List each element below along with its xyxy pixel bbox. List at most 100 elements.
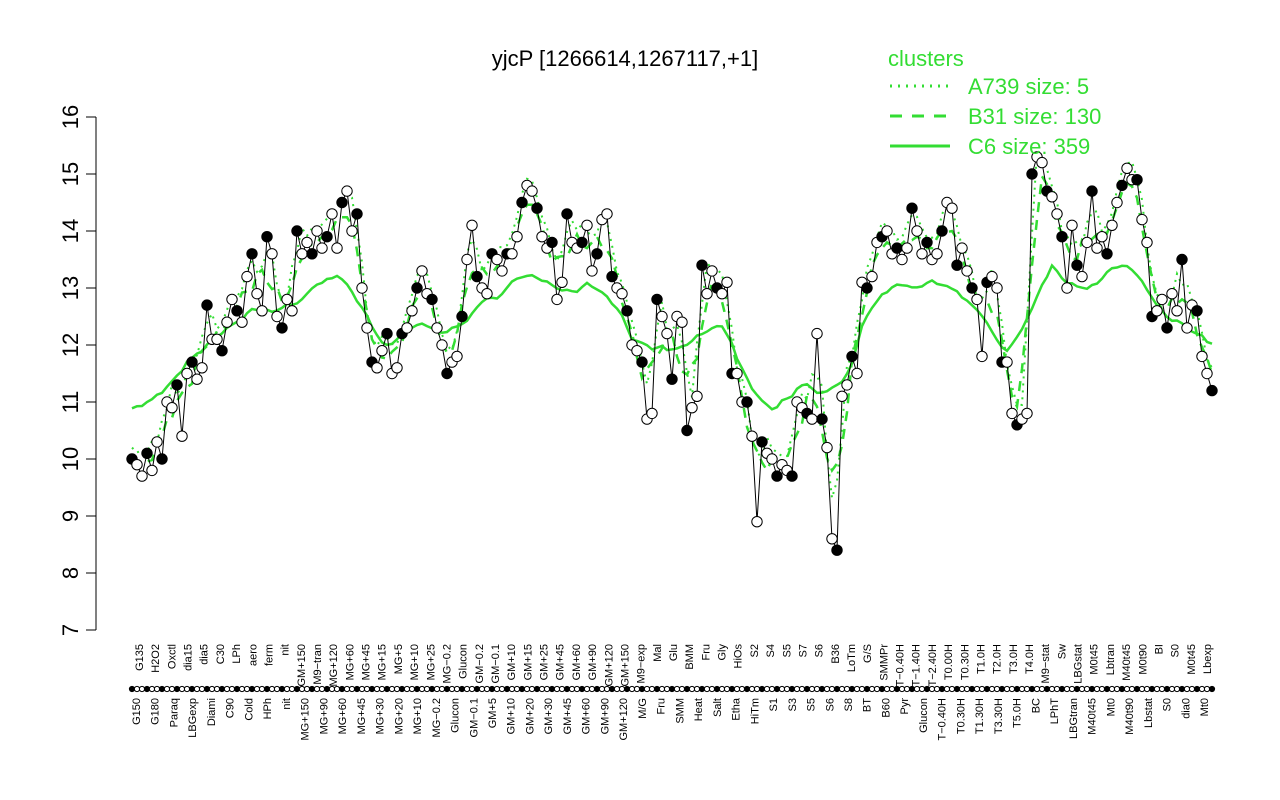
x-tick-label: Glucon bbox=[458, 644, 470, 679]
condition-marker bbox=[403, 685, 411, 693]
condition-marker bbox=[603, 685, 611, 693]
condition-marker bbox=[363, 685, 371, 693]
data-point bbox=[746, 430, 758, 442]
data-point bbox=[786, 470, 798, 482]
x-tick-label: HPh bbox=[262, 698, 274, 719]
data-point bbox=[351, 208, 363, 220]
condition-marker bbox=[258, 685, 266, 693]
condition-marker bbox=[128, 685, 136, 693]
condition-marker bbox=[543, 685, 551, 693]
data-point bbox=[436, 339, 448, 351]
data-point bbox=[441, 367, 453, 380]
condition-marker bbox=[938, 685, 946, 693]
data-point bbox=[401, 322, 413, 334]
x-tick-label: GM+20 bbox=[524, 698, 536, 734]
data-point bbox=[656, 310, 668, 323]
x-tick-label: Gly bbox=[717, 644, 729, 661]
condition-marker bbox=[1123, 685, 1131, 693]
data-point bbox=[536, 231, 548, 243]
condition-marker bbox=[973, 685, 981, 693]
condition-marker bbox=[663, 685, 671, 693]
condition-marker bbox=[948, 685, 956, 693]
x-tick-label: Oxctl bbox=[166, 644, 178, 669]
condition-marker bbox=[1138, 685, 1146, 693]
data-point bbox=[1001, 356, 1013, 368]
condition-marker bbox=[1128, 685, 1136, 693]
x-tick-label: S0 bbox=[1170, 644, 1182, 657]
condition-marker bbox=[708, 685, 716, 693]
condition-marker bbox=[468, 685, 476, 693]
condition-marker bbox=[1093, 685, 1101, 693]
data-point bbox=[841, 379, 853, 391]
condition-marker bbox=[693, 685, 701, 693]
condition-marker bbox=[243, 685, 251, 693]
y-tick-label: 14 bbox=[58, 219, 83, 243]
y-tick-label: 13 bbox=[58, 276, 83, 300]
x-tick-label: LBGexp bbox=[187, 698, 199, 738]
data-point bbox=[821, 441, 833, 454]
condition-marker bbox=[308, 685, 316, 693]
condition-marker bbox=[623, 685, 631, 693]
x-tick-label: GM+60 bbox=[581, 698, 593, 734]
x-tick-label: GM+45 bbox=[555, 644, 567, 680]
x-tick-label: MG+120 bbox=[328, 644, 340, 687]
x-tick-label: G180 bbox=[150, 698, 162, 725]
data-point bbox=[236, 316, 248, 328]
x-tick-label: GM−0.1 bbox=[490, 644, 502, 683]
data-series bbox=[126, 151, 1218, 556]
data-point bbox=[141, 447, 153, 459]
condition-marker bbox=[478, 685, 486, 693]
data-point bbox=[646, 407, 658, 420]
x-tick-label: M9−exp bbox=[636, 644, 648, 683]
condition-marker bbox=[1113, 685, 1121, 693]
data-point bbox=[191, 373, 203, 385]
condition-marker bbox=[633, 685, 641, 693]
condition-marker bbox=[193, 685, 201, 693]
condition-marker bbox=[153, 685, 161, 693]
data-point bbox=[591, 248, 603, 260]
data-point bbox=[666, 373, 678, 385]
condition-marker bbox=[498, 685, 506, 693]
data-point bbox=[551, 293, 563, 306]
x-tick-label: Mal bbox=[652, 644, 664, 662]
condition-marker bbox=[858, 685, 866, 693]
data-point bbox=[911, 225, 923, 237]
data-point bbox=[1036, 156, 1048, 169]
data-point bbox=[1051, 208, 1063, 220]
data-point bbox=[896, 253, 908, 266]
data-point bbox=[721, 276, 733, 288]
data-point bbox=[616, 288, 628, 300]
condition-marker bbox=[518, 685, 526, 693]
condition-marker bbox=[933, 685, 941, 693]
condition-marker bbox=[448, 685, 456, 693]
condition-marker bbox=[703, 685, 711, 693]
condition-marker bbox=[573, 685, 581, 693]
x-tick-label: MG+25 bbox=[425, 644, 437, 680]
data-point bbox=[1171, 305, 1183, 317]
condition-marker bbox=[1108, 685, 1116, 693]
x-tick-label: LPhT bbox=[1049, 698, 1061, 725]
data-point bbox=[316, 242, 328, 254]
data-point bbox=[451, 350, 463, 363]
x-tick-label: BMM bbox=[684, 644, 696, 670]
x-tick-label: MG+30 bbox=[375, 698, 387, 734]
data-point bbox=[601, 208, 613, 220]
condition-marker bbox=[203, 685, 211, 693]
x-tick-label: T−0.40H bbox=[895, 644, 907, 687]
condition-marker bbox=[433, 685, 441, 693]
condition-marker bbox=[953, 685, 961, 693]
x-tick-label: HiTm bbox=[749, 698, 761, 724]
condition-marker bbox=[898, 685, 906, 693]
condition-marker bbox=[513, 685, 521, 693]
x-tick-label: T1.0H bbox=[975, 644, 987, 674]
condition-marker bbox=[293, 685, 301, 693]
data-point bbox=[1111, 196, 1123, 209]
x-tick-label: S6 bbox=[824, 698, 836, 711]
condition-marker bbox=[903, 685, 911, 693]
data-point bbox=[696, 259, 708, 271]
data-point bbox=[691, 390, 703, 402]
condition-marker bbox=[688, 685, 696, 693]
condition-marker bbox=[413, 685, 421, 693]
condition-marker bbox=[788, 685, 796, 693]
data-point bbox=[1166, 288, 1178, 300]
